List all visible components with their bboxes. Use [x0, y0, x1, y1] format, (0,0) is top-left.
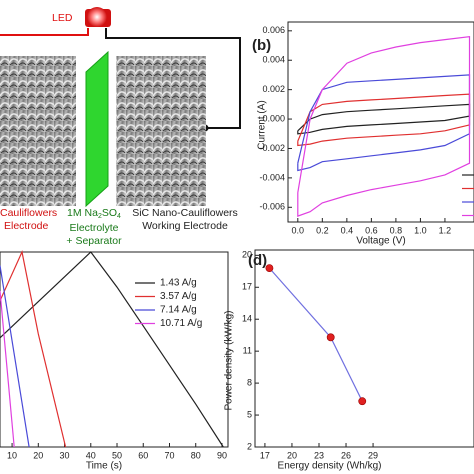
x-tick-label: 0.2 — [316, 225, 329, 235]
y-tick-label: 0.004 — [262, 55, 285, 65]
x-tick-label: 60 — [138, 450, 148, 460]
y-tick-label: 11 — [243, 346, 252, 356]
x-tick-label: 50 — [112, 450, 122, 460]
x-tick-label: 1.2 — [439, 225, 452, 235]
data-line — [0, 251, 224, 448]
electrolyte-label: 1M Na2SO4 — [67, 207, 121, 220]
x-tick-label: 26 — [341, 450, 351, 460]
y-tick-label: 17 — [242, 282, 252, 292]
plot-frame — [254, 249, 474, 448]
x-tick-label: 0.4 — [341, 225, 354, 235]
led — [87, 7, 107, 27]
red-wire — [0, 28, 89, 36]
working-electrode-label: Working Electrode — [142, 220, 228, 232]
y-tick-label: 0.006 — [262, 25, 285, 35]
x-tick-label: 29 — [368, 450, 378, 460]
left-electrode-label: Electrode — [4, 220, 49, 232]
electrolyte-label: + Separator — [66, 235, 122, 247]
sem-image-right — [116, 56, 206, 206]
x-tick-label: 1.0 — [414, 225, 427, 235]
y-axis-label: Current (A) — [257, 100, 268, 149]
y-tick-label: -0.004 — [259, 172, 285, 182]
subscript: 2 — [98, 213, 102, 220]
y-tick-label: 0.000 — [262, 113, 285, 123]
x-tick-label: 10 — [7, 450, 17, 460]
panel-label: (d) — [248, 252, 267, 269]
legend-label: 7.14 A/g — [160, 305, 197, 316]
plot-frame — [0, 251, 229, 448]
x-axis-label: Voltage (V) — [356, 236, 405, 247]
y-tick-label: 0.002 — [262, 84, 285, 94]
panel-label: (b) — [252, 37, 271, 54]
x-tick-label: 70 — [164, 450, 174, 460]
data-line — [297, 36, 471, 217]
data-line — [297, 93, 471, 147]
led-label: LED — [52, 12, 73, 24]
black-wire — [105, 28, 241, 129]
sem-image-left — [0, 56, 76, 206]
x-tick-label: 90 — [217, 450, 227, 460]
data-point — [326, 333, 335, 342]
y-tick-label: 20 — [242, 250, 252, 260]
x-axis-label: Energy density (Wh/kg) — [278, 461, 382, 472]
data-point — [265, 264, 274, 273]
x-tick-label: 20 — [287, 450, 297, 460]
separator — [85, 50, 109, 208]
data-line — [297, 74, 471, 172]
data-line — [297, 103, 471, 135]
y-tick-label: 14 — [242, 314, 252, 324]
data-line — [0, 250, 67, 448]
electrolyte-text: SO — [102, 207, 117, 219]
data-line — [0, 290, 15, 448]
legend-label: 1.43 A/g — [160, 278, 197, 289]
data-line — [0, 265, 30, 448]
x-axis-label: Time (s) — [86, 461, 122, 472]
schematic: LED Cauliflowers Electrode 1M Na2SO4 Ele… — [0, 7, 241, 247]
legend-label: 10.71 A/g — [160, 318, 202, 329]
electrolyte-text: 1M Na — [67, 207, 98, 219]
y-tick-label: -0.006 — [259, 202, 285, 212]
x-tick-label: 20 — [33, 450, 43, 460]
y-tick-label: 5 — [247, 409, 252, 419]
x-tick-label: 40 — [86, 450, 96, 460]
left-electrode-label: Cauliflowers — [0, 207, 57, 219]
electrolyte-label: Electrolyte — [69, 222, 118, 234]
y-tick-label: 8 — [247, 377, 252, 387]
legend-label: 3.57 A/g — [160, 291, 197, 302]
data-line — [268, 267, 363, 402]
working-electrode-label: SiC Nano-Cauliflowers — [132, 207, 238, 219]
x-tick-label: 0.0 — [292, 225, 305, 235]
x-tick-label: 80 — [191, 450, 201, 460]
x-tick-label: 0.8 — [390, 225, 403, 235]
y-tick-label: 2 — [247, 441, 252, 451]
plot-frame — [287, 21, 474, 223]
y-axis-label: Power density (kW/kg) — [224, 310, 235, 410]
x-tick-label: 0.6 — [365, 225, 378, 235]
x-tick-label: 23 — [314, 450, 324, 460]
x-tick-label: 30 — [60, 450, 70, 460]
y-tick-label: -0.002 — [259, 143, 285, 153]
x-tick-label: 17 — [260, 450, 270, 460]
data-point — [358, 397, 367, 406]
subscript: 4 — [117, 213, 121, 220]
